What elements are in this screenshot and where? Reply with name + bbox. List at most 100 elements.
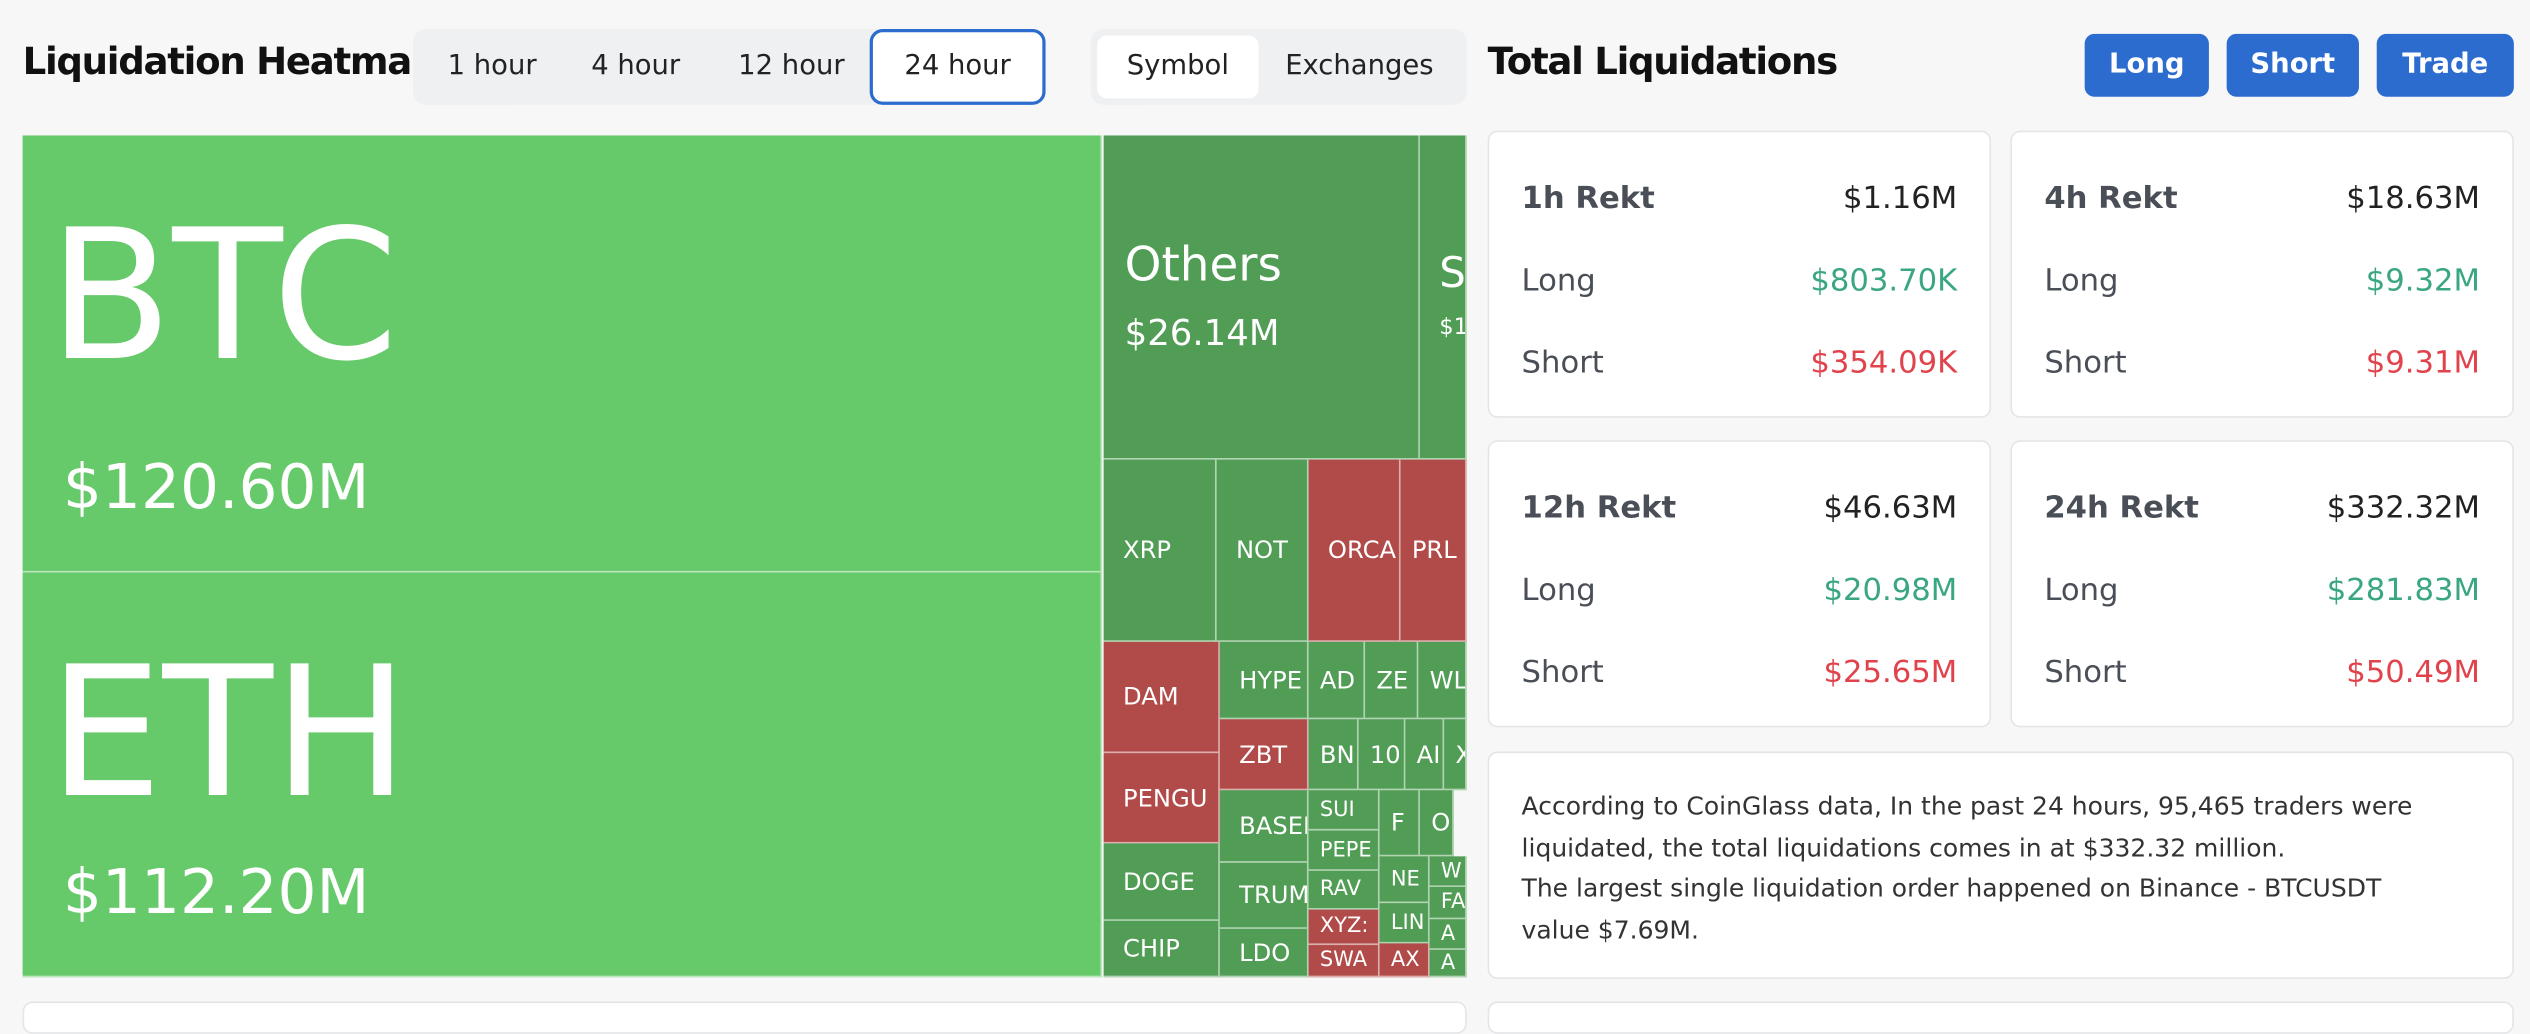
tile-symbol: LIN <box>1390 911 1425 936</box>
heatmap-tile[interactable]: AD <box>1308 641 1366 720</box>
card-period: 24h Rekt <box>2044 490 2199 526</box>
heatmap-tile[interactable]: HYPE <box>1219 641 1309 720</box>
bottom-card <box>22 1001 1467 1034</box>
action-button[interactable]: Long <box>2084 33 2209 97</box>
row-label: Long <box>2044 262 2119 299</box>
heatmap-tile[interactable]: FA <box>1429 886 1467 920</box>
row-value: $9.31M <box>2365 345 2480 381</box>
row-value: $354.09K <box>1810 345 1958 381</box>
summary-paragraph: According to CoinGlass data, In the past… <box>1521 791 2413 862</box>
tile-symbol: ETH <box>48 628 409 839</box>
heatmap-tile[interactable]: X <box>1444 719 1467 791</box>
tile-symbol: SWA <box>1319 948 1368 973</box>
tile-symbol: 10 <box>1369 740 1401 770</box>
row-value: $803.70K <box>1810 262 1958 299</box>
heatmap-tile[interactable]: XRP <box>1103 459 1217 642</box>
heatmap-tile[interactable]: LIN <box>1379 903 1430 944</box>
heatmap-tile[interactable]: Others $26.14M <box>1103 135 1420 460</box>
rekt-card: 24h Rekt $332.32M Long $281.83M Short $50.49M <box>2010 440 2514 728</box>
tile-symbol: BASEI <box>1239 811 1309 841</box>
row-value: $9.32M <box>2365 262 2480 299</box>
heatmap-tile[interactable]: W <box>1429 856 1467 887</box>
action-button[interactable]: Trade <box>2376 33 2514 97</box>
page-title: Liquidation Heatmap <box>22 41 438 84</box>
bottom-card <box>1487 1001 2514 1034</box>
heatmap-tile[interactable]: PRL <box>1400 459 1467 642</box>
tile-symbol: SUI <box>1319 798 1355 823</box>
heatmap-tile[interactable]: TRUM <box>1219 862 1309 929</box>
heatmap-tile[interactable]: SUI <box>1308 790 1380 831</box>
heatmap-tile[interactable]: A <box>1429 919 1467 950</box>
time-tabs: 1 hour 4 hour 12 hour 24 hour <box>413 29 1046 105</box>
heatmap-tile[interactable]: BASEI <box>1219 790 1309 863</box>
tile-symbol: PENGU <box>1123 783 1208 813</box>
heatmap-tile[interactable]: BN <box>1308 719 1359 791</box>
tile-symbol: CHIP <box>1123 933 1180 963</box>
tile-symbol: S <box>1439 249 1466 299</box>
time-tab[interactable]: 12 hour <box>738 49 845 83</box>
heatmap-tile[interactable]: NE <box>1379 856 1430 904</box>
row-label: Long <box>2044 572 2119 608</box>
tile-symbol: PRL <box>1411 535 1457 565</box>
tile-symbol: A <box>1440 922 1456 947</box>
summary-card: According to CoinGlass data, In the past… <box>1487 751 2514 979</box>
heatmap-tile[interactable]: PEPE <box>1308 830 1380 871</box>
heatmap-tile[interactable]: A <box>1429 949 1467 978</box>
tile-symbol: XRP <box>1123 535 1172 565</box>
heatmap-tile[interactable]: BTC $120.60M <box>22 135 1103 573</box>
heatmap-tile[interactable]: RAV <box>1308 870 1380 910</box>
action-button[interactable]: Short <box>2226 33 2359 97</box>
tile-symbol: W <box>1440 859 1462 884</box>
card-period: 1h Rekt <box>1521 180 1655 217</box>
heatmap-tile[interactable]: ETH $112.20M <box>22 572 1103 978</box>
card-period: 12h Rekt <box>1521 490 1677 526</box>
tile-symbol: XYZ: <box>1319 914 1369 939</box>
tile-symbol: HYPE <box>1239 666 1303 696</box>
tile-value: $1 <box>1439 314 1467 341</box>
card-period: 4h Rekt <box>2044 180 2178 217</box>
tile-symbol: DAM <box>1123 682 1179 712</box>
heatmap-tile[interactable]: 10 <box>1358 719 1406 791</box>
heatmap-tile[interactable]: LDO <box>1219 928 1309 978</box>
heatmap-tile[interactable]: AX <box>1379 943 1430 978</box>
heatmap-tile[interactable]: WL <box>1418 641 1467 720</box>
view-tab[interactable]: Exchanges <box>1285 49 1434 83</box>
row-label: Short <box>1521 345 1604 381</box>
heatmap-tile[interactable]: F <box>1379 790 1420 857</box>
tile-symbol: AD <box>1319 666 1356 696</box>
tile-symbol: WL <box>1429 666 1467 696</box>
heatmap-tile[interactable]: CHIP <box>1103 920 1220 978</box>
view-tab[interactable]: Symbol <box>1097 35 1259 99</box>
heatmap-tile[interactable]: ORCA <box>1308 459 1401 642</box>
tile-symbol: BTC <box>48 191 399 402</box>
heatmap-tile[interactable]: DAM <box>1103 641 1220 754</box>
row-value: $20.98M <box>1823 572 1958 608</box>
row-label: Short <box>2044 345 2127 381</box>
card-total: $332.32M <box>2326 490 2480 526</box>
time-tab[interactable]: 4 hour <box>591 49 681 83</box>
summary-paragraph: The largest single liquidation order hap… <box>1521 874 2382 945</box>
tile-value: $120.60M <box>62 451 370 523</box>
tile-symbol: FA <box>1440 890 1466 915</box>
heatmap-tile[interactable]: O <box>1419 790 1454 857</box>
heatmap-tile[interactable]: SWA <box>1308 945 1380 978</box>
rekt-card: 12h Rekt $46.63M Long $20.98M Short $25.65M <box>1487 440 1992 728</box>
row-value: $25.65M <box>1823 654 1958 691</box>
rekt-card: 4h Rekt $18.63M Long $9.32M Short $9.31M <box>2010 130 2514 418</box>
heatmap-tile[interactable]: DOGE <box>1103 843 1220 921</box>
card-total: $1.16M <box>1842 180 1958 217</box>
time-tab[interactable]: 24 hour <box>869 29 1046 105</box>
time-tab[interactable]: 1 hour <box>447 49 537 83</box>
card-total: $18.63M <box>2346 180 2480 217</box>
row-label: Long <box>1521 262 1596 299</box>
heatmap-tile[interactable]: AI <box>1405 719 1445 791</box>
heatmap-tile[interactable]: ZBT <box>1219 719 1309 791</box>
heatmap-tile[interactable]: NOT <box>1216 459 1309 642</box>
heatmap-tile[interactable]: ZE <box>1365 641 1419 720</box>
heatmap-tile[interactable]: PENGU <box>1103 753 1220 844</box>
tile-symbol: PEPE <box>1319 838 1372 863</box>
heatmap-tile[interactable]: XYZ: <box>1308 909 1380 946</box>
heatmap-tile[interactable]: S $1 <box>1419 135 1467 460</box>
tile-symbol: F <box>1390 807 1405 837</box>
